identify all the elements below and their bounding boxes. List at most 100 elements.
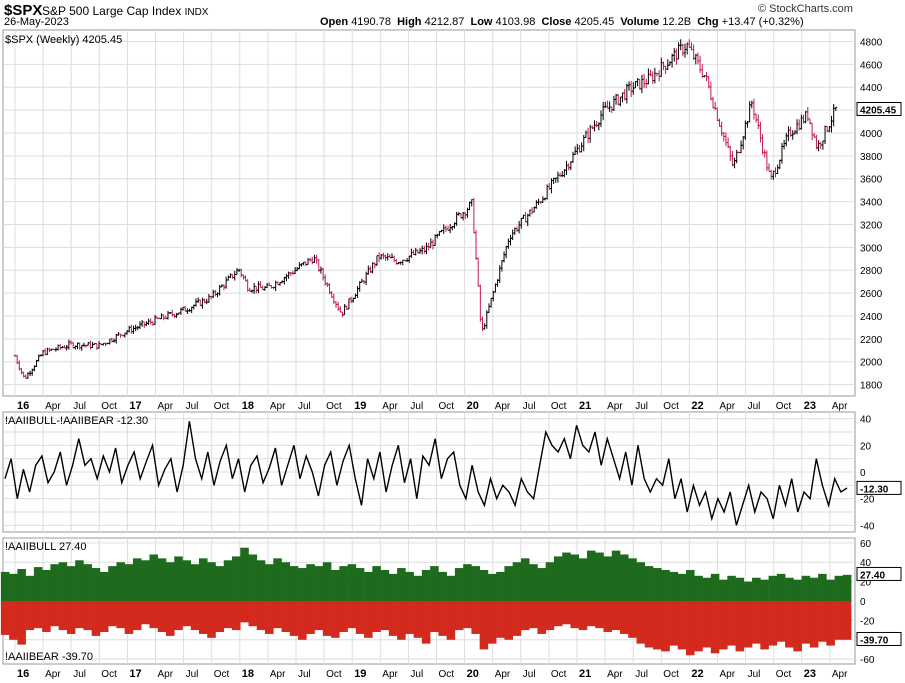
bull-bar (834, 575, 844, 601)
bull-bar (801, 575, 811, 601)
symbol-title: $SPX (4, 2, 43, 19)
price-y-tick: 4400 (860, 83, 883, 94)
index-description: S&P 500 Large Cap Index INDX (42, 4, 208, 18)
spread-panel-title: !AAIIBULL-!AAIIBEAR -12.30 (5, 415, 148, 427)
x-tick-label: Oct (214, 669, 230, 680)
bull-bar (132, 558, 142, 601)
bull-bar (636, 562, 646, 601)
spread-y-tick: 0 (860, 468, 866, 479)
bear-bar (91, 601, 101, 636)
exchange-text: INDX (184, 7, 209, 18)
x-tick-label: Apr (720, 401, 736, 412)
x-tick-label: 18 (242, 668, 254, 680)
spread-y-tick: 20 (860, 441, 872, 452)
bull-bar (545, 562, 555, 601)
bull-bar (91, 568, 101, 601)
x-tick-label: Jul (73, 401, 86, 412)
x-tick-label: 19 (354, 400, 366, 412)
description-text: S&P 500 Large Cap Index (42, 4, 182, 18)
spread-last-tag-box (856, 480, 902, 495)
x-tick-label: Apr (45, 669, 61, 680)
price-y-tick: 3800 (860, 152, 883, 163)
bear-bar (273, 601, 282, 629)
bear-last-tag-box (856, 631, 902, 646)
x-tick-label: Oct (101, 669, 117, 680)
price-y-tick: 1800 (860, 381, 883, 392)
price-y-tick: 3200 (860, 220, 883, 231)
price-y-tick: 3000 (860, 243, 883, 254)
bear-bar (75, 601, 84, 629)
bear-bar (611, 601, 621, 631)
price-y-tick: 4000 (860, 129, 883, 140)
bull-bar (298, 568, 307, 601)
x-tick-label: Oct (776, 401, 792, 412)
x-tick-label: Apr (382, 669, 398, 680)
bear-bar (719, 601, 728, 650)
bear-bar (512, 601, 522, 636)
bb-y-tick: -20 (860, 616, 875, 627)
bull-bar (520, 558, 530, 601)
bull-bar (198, 558, 208, 601)
bull-bar (702, 577, 712, 601)
bull-bar (710, 573, 720, 601)
bull-bar (735, 577, 745, 601)
x-tick-label: Jul (748, 669, 761, 680)
volume-value: 12.2B (662, 16, 692, 28)
bull-bar (124, 564, 134, 601)
stockcharts-brand: © StockCharts.com (758, 3, 853, 15)
bull-bar (405, 571, 414, 601)
bull-bar (388, 573, 398, 601)
bear-bar (801, 601, 811, 644)
spread-last-tag: -12.30 (860, 484, 889, 495)
bear-bar (50, 601, 59, 627)
bull-last-tag-box (856, 566, 902, 581)
chg-value: +13.47 (+0.32%) (721, 16, 804, 28)
x-tick-label: 20 (467, 400, 479, 412)
x-tick-label: 16 (17, 668, 29, 680)
date-label: 26-May-2023 (4, 16, 69, 28)
bear-bar (372, 601, 381, 633)
price-y-tick: 4800 (860, 37, 883, 48)
bear-bar (9, 601, 18, 640)
x-tick-label: Oct (551, 401, 567, 412)
bull-bar (372, 566, 381, 601)
bull-bar (512, 562, 522, 601)
low-value: 4103.98 (495, 16, 536, 28)
bear-bar (314, 601, 324, 631)
bear-bar (661, 601, 670, 652)
x-tick-label: Apr (720, 669, 736, 680)
bear-bar (809, 601, 819, 648)
bull-bar (785, 577, 794, 601)
x-tick-label: Jul (748, 401, 761, 412)
x-tick-label: Apr (607, 669, 623, 680)
x-tick-label: Apr (495, 669, 511, 680)
bull-bar (108, 566, 117, 601)
x-tick-label: Oct (551, 669, 567, 680)
bull-bar (99, 571, 109, 601)
x-tick-label: 19 (354, 668, 366, 680)
bear-bar (702, 601, 712, 648)
bear-bar (454, 601, 464, 631)
price-y-tick: 2600 (860, 289, 883, 300)
bull-bar (50, 564, 59, 601)
bull-bar (75, 560, 84, 601)
bear-bar (669, 601, 679, 646)
x-tick-label: 17 (129, 400, 141, 412)
bull-bar (768, 575, 778, 601)
bull-bar (306, 564, 315, 601)
bear-bar (0, 601, 10, 635)
x-tick-label: 18 (242, 400, 254, 412)
x-axis-labels: 16 Apr Jul Oct 17 Apr Jul Oct 18 Apr Jul Oct 19 Apr Ju… (17, 400, 848, 680)
bull-bar (595, 552, 604, 601)
bear-bar (306, 601, 315, 634)
x-tick-label: Apr (270, 401, 286, 412)
bull-bear-bars (0, 547, 852, 656)
bull-bar (413, 575, 423, 601)
bull-bar (256, 560, 266, 601)
bull-last-tag: 27.40 (860, 570, 885, 581)
bull-bar (397, 568, 406, 601)
bear-bar (694, 601, 703, 652)
bear-bar (33, 601, 43, 629)
bull-bar (562, 552, 571, 601)
bull-bar (578, 558, 588, 601)
